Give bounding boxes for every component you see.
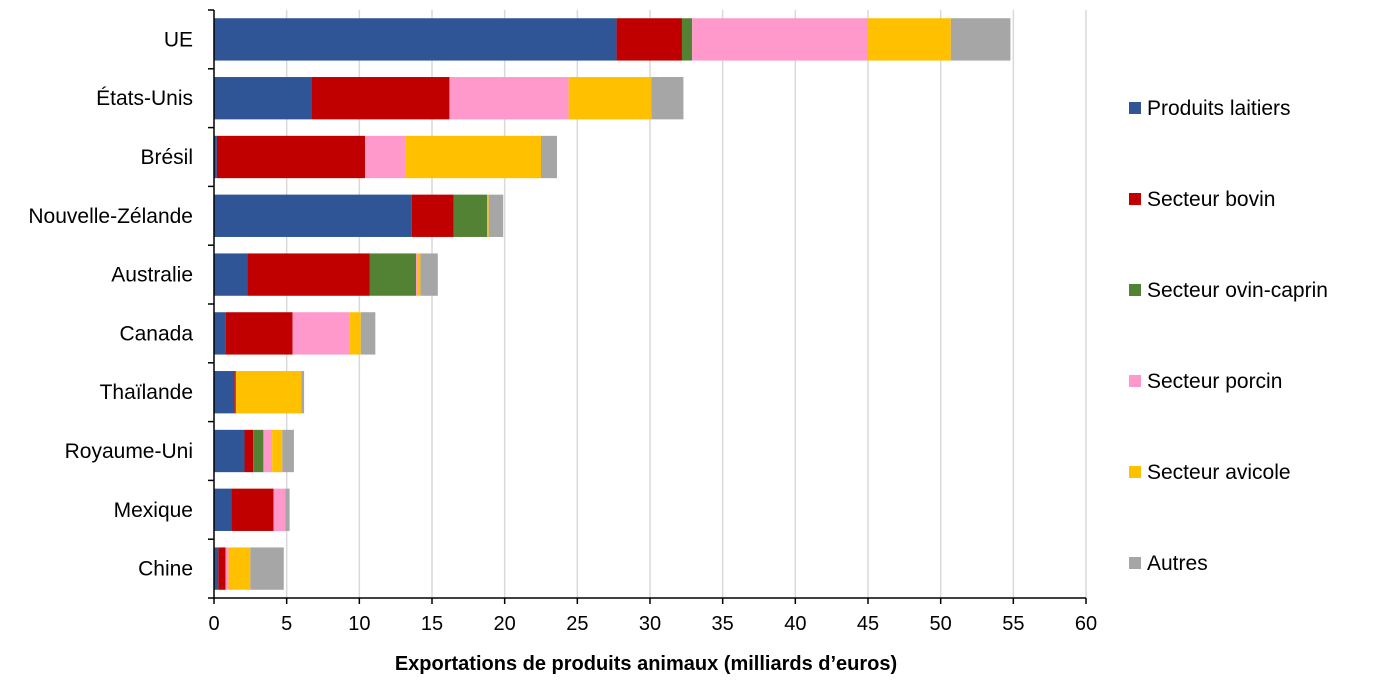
bar-australie-autres <box>420 253 438 296</box>
bar-ue-secteur-avicole <box>868 18 951 61</box>
bar-thailande-secteur-avicole <box>235 371 302 414</box>
category-label-ue: UE <box>164 28 193 51</box>
bar-australie-produits-laitiers <box>214 253 248 296</box>
category-label-nouvelle-zelande: Nouvelle-Zélande <box>28 205 193 228</box>
bar-thailande-produits-laitiers <box>214 371 235 414</box>
bar-nouvelle-zelande-secteur-ovin-caprin <box>453 194 488 237</box>
bar-nouvelle-zelande-secteur-avicole <box>487 194 489 237</box>
bar-royaume-uni-produits-laitiers <box>214 429 245 473</box>
bar-mexique-secteur-porcin <box>273 488 286 531</box>
legend-swatch-produits-laitiers <box>1129 102 1141 114</box>
bar-chine-secteur-porcin <box>225 547 229 590</box>
axes: UE États-Unis Brésil Nouvelle-Zélande Austra… <box>28 9 1097 635</box>
bar-mexique-produits-laitiers <box>214 488 232 531</box>
category-label-canada: Canada <box>119 322 193 345</box>
bar-ue-secteur-bovin <box>616 18 682 61</box>
legend-swatch-secteur-porcin <box>1129 375 1141 387</box>
x-axis-title: Exportations de produits animaux (millia… <box>395 653 897 675</box>
bar-canada-autres <box>360 312 376 355</box>
legend-swatch-autres <box>1129 557 1141 569</box>
bar-chine-produits-laitiers <box>214 547 219 590</box>
bar-ue-secteur-porcin <box>692 18 868 61</box>
bar-etats-unis-secteur-avicole <box>568 77 652 120</box>
bar-etats-unis-autres <box>651 77 684 120</box>
bar-bresil-secteur-avicole <box>405 135 541 179</box>
bar-canada-secteur-avicole <box>349 312 361 355</box>
bar-canada-secteur-bovin <box>225 312 293 355</box>
legend-label-autres: Autres <box>1147 552 1208 575</box>
bars <box>214 18 1011 590</box>
category-label-chine: Chine <box>138 558 193 581</box>
category-label-mexique: Mexique <box>114 499 193 522</box>
bar-chine-secteur-bovin <box>218 547 226 590</box>
category-label-australie: Australie <box>111 264 193 287</box>
bar-bresil-secteur-porcin <box>365 135 406 179</box>
bar-nouvelle-zelande-autres <box>488 194 504 237</box>
bar-ue-produits-laitiers <box>214 18 617 61</box>
x-tick-label-50: 50 <box>930 613 952 635</box>
bar-canada-secteur-porcin <box>292 312 350 355</box>
legend: Produits laitiers Secteur bovin Secteur ov… <box>1129 97 1328 575</box>
legend-label-produits-laitiers: Produits laitiers <box>1147 97 1291 120</box>
bar-canada-produits-laitiers <box>214 312 226 355</box>
category-label-etats-unis: États-Unis <box>96 87 193 110</box>
x-tick-label-60: 60 <box>1075 613 1097 635</box>
bar-royaume-uni-autres <box>282 429 294 473</box>
bar-nouvelle-zelande-secteur-bovin <box>411 194 454 237</box>
bar-chine-autres <box>250 547 284 590</box>
legend-label-secteur-avicole: Secteur avicole <box>1147 461 1291 484</box>
category-label-royaume-uni: Royaume-Uni <box>65 440 193 463</box>
legend-label-secteur-porcin: Secteur porcin <box>1147 370 1282 393</box>
category-label-bresil: Brésil <box>140 146 193 169</box>
bar-mexique-autres <box>285 488 290 531</box>
bar-royaume-uni-secteur-porcin <box>263 429 273 473</box>
bar-royaume-uni-secteur-avicole <box>272 429 283 473</box>
x-tick-label-5: 5 <box>281 613 292 635</box>
bar-royaume-uni-secteur-bovin <box>244 429 254 473</box>
x-tick-label-15: 15 <box>421 613 443 635</box>
x-tick-label-40: 40 <box>784 613 806 635</box>
x-tick-label-55: 55 <box>1002 613 1024 635</box>
bar-etats-unis-secteur-bovin <box>311 77 450 120</box>
bar-thailande-secteur-bovin <box>234 371 236 414</box>
bar-australie-secteur-porcin <box>416 253 418 296</box>
bar-ue-secteur-ovin-caprin <box>681 18 693 61</box>
bar-bresil-secteur-bovin <box>216 135 366 179</box>
x-tick-label-30: 30 <box>639 613 661 635</box>
x-tick-label-25: 25 <box>566 613 588 635</box>
legend-label-secteur-bovin: Secteur bovin <box>1147 188 1275 211</box>
bar-ue-autres <box>950 18 1011 61</box>
bar-mexique-secteur-bovin <box>231 488 274 531</box>
x-tick-label-0: 0 <box>208 613 219 635</box>
bar-thailande-autres <box>301 371 305 414</box>
bar-etats-unis-secteur-porcin <box>449 77 569 120</box>
x-tick-label-45: 45 <box>857 613 879 635</box>
x-tick-label-20: 20 <box>494 613 516 635</box>
bar-australie-secteur-ovin-caprin <box>369 253 417 296</box>
bar-australie-secteur-avicole <box>417 253 421 296</box>
legend-swatch-secteur-avicole <box>1129 466 1141 478</box>
legend-swatch-secteur-ovin-caprin <box>1129 284 1141 296</box>
bar-australie-secteur-bovin <box>247 253 370 296</box>
legend-swatch-secteur-bovin <box>1129 193 1141 205</box>
category-label-thailande: Thaïlande <box>100 381 193 404</box>
bar-bresil-produits-laitiers <box>214 135 217 179</box>
bar-etats-unis-produits-laitiers <box>214 77 312 120</box>
bar-nouvelle-zelande-produits-laitiers <box>214 194 412 237</box>
x-tick-label-10: 10 <box>348 613 370 635</box>
x-tick-label-35: 35 <box>712 613 734 635</box>
bar-chine-secteur-avicole <box>228 547 251 590</box>
bar-bresil-autres <box>541 135 557 179</box>
bar-royaume-uni-secteur-ovin-caprin <box>253 429 264 473</box>
legend-label-secteur-ovin-caprin: Secteur ovin-caprin <box>1147 279 1328 302</box>
